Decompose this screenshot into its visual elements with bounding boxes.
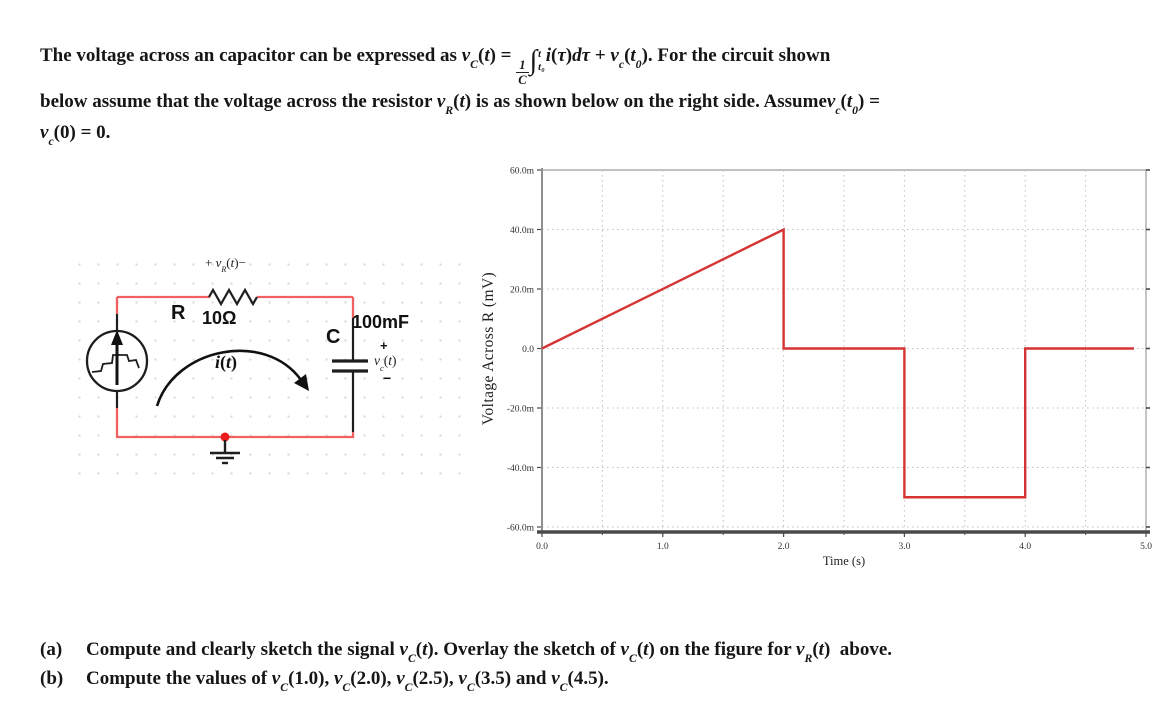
y-axis-title: Voltage Across R (mV) [480, 272, 497, 425]
questions-block: (a) Compute and clearly sketch the signa… [40, 636, 1145, 693]
x-tick-label: 4.0 [1019, 542, 1031, 552]
question-b-label: (b) [40, 667, 64, 689]
y-tick-label: 20.0m [510, 286, 535, 296]
y-tick-label: -40.0m [507, 464, 535, 474]
resistor-voltage-label: + vR(t)− [205, 255, 246, 275]
capacitor-value-label: 100mF [352, 312, 410, 332]
x-tick-label: 3.0 [898, 542, 910, 552]
problem-statement: The voltage across an capacitor can be e… [40, 45, 880, 149]
current-arrow-head [294, 374, 309, 391]
ground-symbol [210, 440, 240, 465]
component-leads [115, 314, 355, 432]
series-line [541, 227, 1134, 499]
x-tick-label: 1.0 [657, 542, 669, 552]
vr-voltage-chart: 60.0m 40.0m 20.0m 0.0 -20.0m -40.0m -60.0m 0.0 1… [480, 155, 1162, 585]
y-tick-label: 60.0m [510, 167, 535, 177]
question-b: (b) Compute the values of vC(1.0), vC(2.… [40, 665, 1145, 694]
x-tick-label: 0.0 [536, 542, 548, 552]
resistor-value-label: 10Ω [202, 308, 237, 328]
circuit-svg [85, 287, 368, 465]
y-tick-label: 40.0m [510, 226, 535, 236]
capacitor-minus-sign: − [383, 370, 392, 386]
circuit-wires [115, 295, 355, 439]
x-tick-label: 5.0 [1140, 542, 1152, 552]
capacitor-plus-sign: + [380, 338, 388, 353]
capacitor-name-label: C [326, 326, 341, 348]
capacitor-voltage-label: vc(t) [374, 353, 397, 373]
y-tick-label: -60.0m [507, 524, 535, 534]
y-tick-label: -20.0m [507, 405, 535, 415]
capacitor-symbol [332, 359, 368, 373]
y-tick-label: 0.0 [522, 345, 534, 355]
question-a-label: (a) [40, 639, 63, 660]
current-source [85, 329, 149, 393]
current-arrow-arc [155, 349, 303, 407]
source-waveform-icon [91, 354, 140, 373]
current-arrow [155, 349, 309, 407]
x-tick-label: 2.0 [778, 542, 790, 552]
question-a: (a) Compute and clearly sketch the signa… [40, 636, 1145, 665]
resistor-name-label: R [171, 302, 186, 324]
question-b-text: Compute the values of vC(1.0), vC(2.0), … [86, 667, 609, 694]
circuit-diagram: + vR(t)− R 10Ω 100mF C + vc(t) − i(t) [65, 248, 475, 483]
question-a-text: Compute and clearly sketch the signal vC… [86, 639, 893, 666]
node-dot [220, 432, 230, 442]
loop-current-label: i(t) [215, 352, 238, 372]
source-arrow-head [111, 330, 123, 345]
resistor-symbol [208, 287, 258, 307]
x-axis-title: Time (s) [823, 554, 865, 568]
